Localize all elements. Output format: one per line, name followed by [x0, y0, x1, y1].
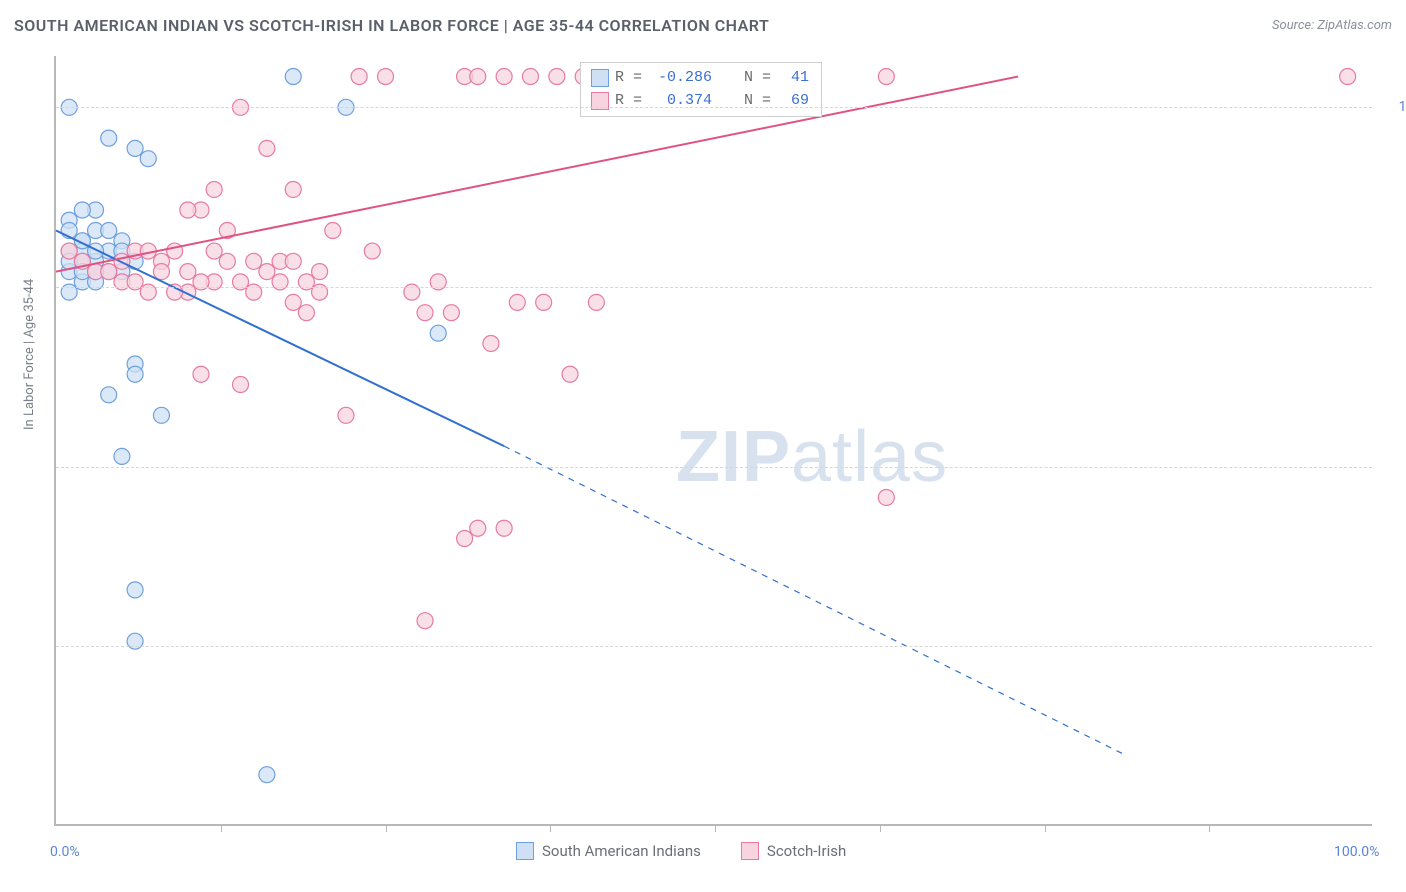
- x-tick: [880, 824, 881, 832]
- scatter-point: [193, 366, 209, 382]
- scatter-point: [233, 377, 249, 393]
- scatter-point: [878, 69, 894, 85]
- legend-swatch: [591, 69, 609, 87]
- stats-label-n: N =: [744, 90, 771, 113]
- stats-label-n: N =: [744, 67, 771, 90]
- scatter-point: [443, 305, 459, 321]
- scatter-point: [470, 520, 486, 536]
- stats-label-r: R =: [615, 67, 642, 90]
- scatter-point: [285, 294, 301, 310]
- scatter-point: [153, 407, 169, 423]
- stats-row: R = 0.374 N = 69: [591, 90, 811, 113]
- scatter-point: [325, 223, 341, 239]
- scatter-point: [878, 489, 894, 505]
- scatter-point: [483, 335, 499, 351]
- scatter-point: [206, 243, 222, 259]
- scatter-point: [259, 767, 275, 783]
- scatter-point: [457, 531, 473, 547]
- scatter-point: [285, 181, 301, 197]
- scatter-point: [417, 613, 433, 629]
- trend-line-extrapolated: [504, 446, 1123, 754]
- x-tick-label: 0.0%: [50, 844, 80, 860]
- legend-label: Scotch-Irish: [767, 842, 846, 860]
- stats-label-r: R =: [615, 90, 642, 113]
- y-tick-label: 65.0%: [1384, 459, 1406, 475]
- scatter-point: [285, 69, 301, 85]
- chart-title: SOUTH AMERICAN INDIAN VS SCOTCH-IRISH IN…: [14, 16, 769, 35]
- scatter-point: [522, 69, 538, 85]
- stats-value-r: -0.286: [648, 67, 714, 90]
- scatter-point: [298, 305, 314, 321]
- gridline: [56, 107, 1372, 108]
- y-tick-label: 47.5%: [1384, 638, 1406, 654]
- y-tick-label: 82.5%: [1384, 279, 1406, 295]
- scatter-point: [140, 151, 156, 167]
- x-tick: [221, 824, 222, 832]
- scatter-point: [101, 130, 117, 146]
- scatter-point: [285, 253, 301, 269]
- scatter-point: [219, 253, 235, 269]
- x-tick: [386, 824, 387, 832]
- scatter-point: [180, 264, 196, 280]
- y-axis-label: In Labor Force | Age 35-44: [22, 279, 37, 430]
- legend-label: South American Indians: [542, 842, 701, 860]
- y-tick-label: 100.0%: [1384, 99, 1406, 115]
- gridline: [56, 646, 1372, 647]
- x-tick: [1045, 824, 1046, 832]
- scatter-point: [101, 387, 117, 403]
- trend-line: [56, 77, 1018, 272]
- scatter-point: [88, 243, 104, 259]
- stats-row: R = -0.286 N = 41: [591, 67, 811, 90]
- scatter-point: [101, 264, 117, 280]
- scatter-point: [470, 69, 486, 85]
- scatter-point: [101, 223, 117, 239]
- x-tick-label: 100.0%: [1334, 844, 1379, 860]
- stats-box: R = -0.286 N = 41 R = 0.374 N = 69: [580, 62, 822, 117]
- scatter-point: [74, 202, 90, 218]
- scatter-point: [259, 264, 275, 280]
- scatter-point: [259, 140, 275, 156]
- stats-value-r: 0.374: [648, 90, 714, 113]
- stats-value-n: 41: [777, 67, 811, 90]
- scatter-point: [417, 305, 433, 321]
- scatter-point: [351, 69, 367, 85]
- scatter-point: [180, 202, 196, 218]
- scatter-point: [562, 366, 578, 382]
- scatter-point: [246, 253, 262, 269]
- legend-swatch: [741, 842, 759, 860]
- x-tick: [1209, 824, 1210, 832]
- scatter-point: [364, 243, 380, 259]
- scatter-point: [114, 448, 130, 464]
- x-tick: [550, 824, 551, 832]
- plot-area: R =-0.286 N =41R =0.374 N =69 ZIPatlas S…: [54, 56, 1372, 826]
- gridline: [56, 287, 1372, 288]
- scatter-point: [1340, 69, 1356, 85]
- scatter-point: [61, 243, 77, 259]
- legend-item: South American Indians: [516, 842, 701, 860]
- scatter-point: [549, 69, 565, 85]
- scatter-point: [127, 140, 143, 156]
- x-tick: [715, 824, 716, 832]
- stats-value-n: 69: [777, 90, 811, 113]
- scatter-point: [496, 69, 512, 85]
- scatter-point: [509, 294, 525, 310]
- scatter-point: [153, 264, 169, 280]
- source-label: Source: ZipAtlas.com: [1272, 18, 1392, 33]
- scatter-point: [127, 366, 143, 382]
- scatter-point: [206, 181, 222, 197]
- scatter-point: [496, 520, 512, 536]
- scatter-point: [338, 407, 354, 423]
- legend-item: Scotch-Irish: [741, 842, 846, 860]
- gridline: [56, 467, 1372, 468]
- scatter-point: [588, 294, 604, 310]
- scatter-point: [378, 69, 394, 85]
- scatter-point: [430, 325, 446, 341]
- chart-svg: [56, 56, 1372, 824]
- scatter-point: [312, 264, 328, 280]
- scatter-point: [127, 582, 143, 598]
- scatter-point: [536, 294, 552, 310]
- legend-swatch: [516, 842, 534, 860]
- bottom-legend: South American Indians Scotch-Irish: [516, 842, 846, 860]
